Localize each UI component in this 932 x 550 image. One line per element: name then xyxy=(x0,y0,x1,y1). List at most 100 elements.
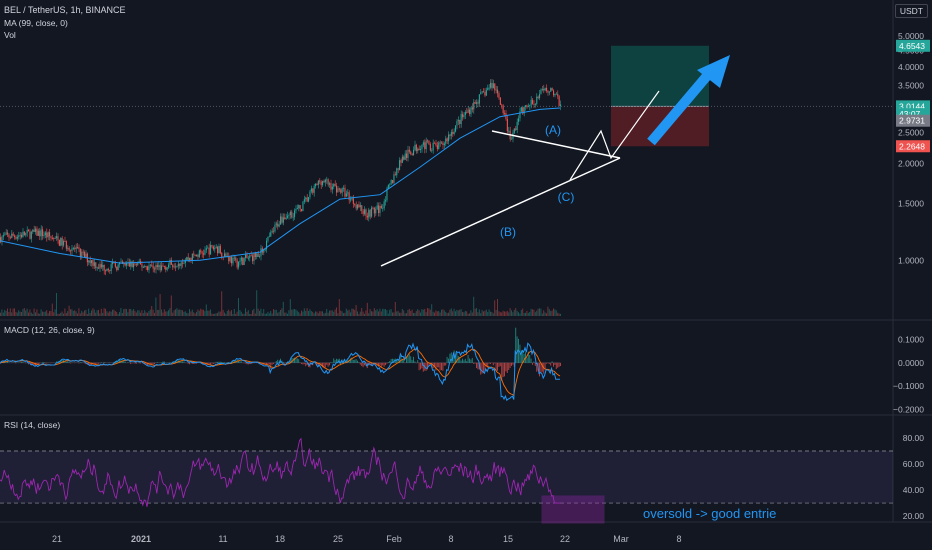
macd-hist-bar xyxy=(149,362,151,365)
macd-hist-bar xyxy=(277,359,279,363)
candle-body xyxy=(372,207,374,209)
candle-body xyxy=(96,267,98,269)
candle-body xyxy=(390,180,392,185)
volume-bar xyxy=(298,312,300,316)
candle-body xyxy=(474,102,476,104)
candle-body xyxy=(109,270,111,272)
symbol-title[interactable]: BEL / TetherUS, 1h, BINANCE xyxy=(4,5,126,15)
volume-indicator-label[interactable]: Vol xyxy=(4,30,16,40)
volume-bar xyxy=(74,310,76,316)
macd-hist-bar xyxy=(434,362,435,367)
macd-hist-bar xyxy=(490,362,491,365)
macd-hist-bar xyxy=(124,361,126,363)
volume-bar xyxy=(249,313,251,316)
candle-body xyxy=(183,263,185,264)
volume-bar xyxy=(516,310,518,316)
volume-bar xyxy=(338,299,340,316)
candle-body xyxy=(443,143,445,146)
candle-body xyxy=(484,92,486,96)
volume-bar xyxy=(240,311,242,316)
candle-body xyxy=(547,90,549,93)
macd-hist-bar xyxy=(364,362,365,366)
macd-hist-bar xyxy=(46,362,48,364)
candle-body xyxy=(457,119,459,122)
candle-body xyxy=(375,208,377,214)
candle-body xyxy=(42,229,44,236)
volume-bar xyxy=(502,310,504,316)
candle-body xyxy=(51,238,53,239)
candle-body xyxy=(172,264,174,268)
volume-bar xyxy=(481,310,483,316)
macd-hist-bar xyxy=(418,362,420,371)
macd-hist-bar xyxy=(497,362,498,371)
macd-hist-bar xyxy=(379,362,381,366)
resistance-trendline xyxy=(491,130,621,159)
candle-body xyxy=(138,261,140,263)
volume-bar xyxy=(287,313,288,316)
candle-body xyxy=(82,251,84,253)
currency-badge[interactable]: USDT xyxy=(894,4,928,18)
candle-body xyxy=(184,259,186,264)
volume-bar xyxy=(225,313,227,316)
macd-hist-bar xyxy=(33,362,35,365)
candle-body xyxy=(354,203,356,206)
price-tag-box xyxy=(896,114,930,127)
rsi-indicator-label[interactable]: RSI (14, close) xyxy=(4,420,61,430)
macd-indicator-label[interactable]: MACD (12, 26, close, 9) xyxy=(4,325,95,335)
macd-hist-bar xyxy=(298,359,300,363)
macd-hist-bar xyxy=(464,358,466,363)
candle-body xyxy=(247,257,249,259)
volume-bar xyxy=(456,309,458,316)
candle-body xyxy=(459,119,461,124)
candle-body xyxy=(494,83,496,91)
volume-bar xyxy=(124,308,126,316)
candle-body xyxy=(448,134,450,142)
candle-body xyxy=(105,270,107,272)
candle-body xyxy=(133,263,135,268)
price-tick-label: 4.0000 xyxy=(898,62,924,72)
macd-hist-bar xyxy=(281,360,283,363)
volume-bar xyxy=(116,311,118,316)
volume-bar xyxy=(37,313,39,316)
ma-indicator-label[interactable]: MA (99, close, 0) xyxy=(4,18,68,28)
volume-bar xyxy=(390,309,392,316)
macd-hist-bar xyxy=(421,362,423,369)
candle-body xyxy=(14,235,16,237)
volume-bar xyxy=(422,309,424,316)
candle-body xyxy=(415,144,417,152)
macd-hist-bar xyxy=(555,362,557,370)
candle-body xyxy=(522,107,524,114)
macd-hist-bar xyxy=(439,362,441,371)
candle-body xyxy=(502,105,504,114)
candle-body xyxy=(414,144,416,150)
volume-bar xyxy=(221,291,223,316)
signal-line xyxy=(0,348,561,397)
time-tick-label: Mar xyxy=(613,534,629,544)
macd-hist-bar xyxy=(273,362,274,364)
macd-hist-bar xyxy=(411,359,413,363)
macd-hist-bar xyxy=(226,362,228,363)
candle-body xyxy=(208,247,210,255)
candle-body xyxy=(287,215,289,218)
volume-bar xyxy=(191,309,193,316)
candle-body xyxy=(267,236,269,241)
volume-bar xyxy=(322,311,323,316)
price-tag-label: 2.2648 xyxy=(899,141,925,151)
volume-bar xyxy=(64,308,66,316)
candle-body xyxy=(182,262,184,264)
volume-bar xyxy=(504,311,505,316)
candle-body xyxy=(438,142,440,149)
macd-hist-bar xyxy=(113,361,115,363)
candle-body xyxy=(425,140,427,150)
volume-bar xyxy=(434,312,435,316)
macd-hist-bar xyxy=(494,362,496,364)
time-tick-label: 11 xyxy=(218,534,227,544)
macd-hist-bar xyxy=(484,362,486,372)
candle-body xyxy=(88,260,90,263)
macd-hist-bar xyxy=(470,359,472,363)
volume-bar xyxy=(527,312,529,316)
macd-hist-bar xyxy=(455,357,456,363)
volume-bar xyxy=(540,308,542,316)
